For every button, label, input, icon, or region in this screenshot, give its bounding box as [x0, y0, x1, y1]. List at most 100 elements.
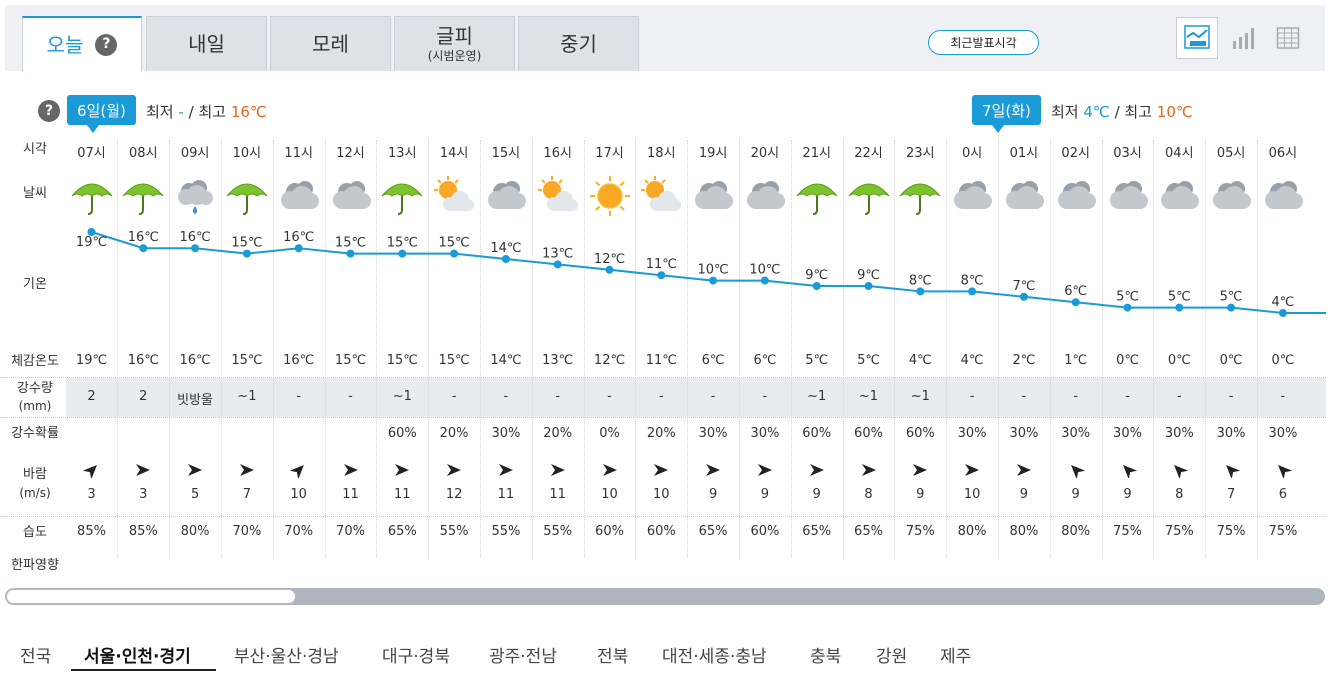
sunny-weather-icon [586, 172, 634, 220]
wind-speed-value: 9 [916, 487, 925, 502]
separator: / [1114, 103, 1120, 121]
row-label-precipitation-unit: (mm) [18, 399, 52, 413]
temperature-label: 11℃ [646, 257, 677, 272]
temperature-label: 10℃ [698, 263, 729, 278]
tab-three-days-sub: (시범운영) [427, 48, 482, 63]
wind-speed-value: 7 [242, 487, 252, 502]
region-tab[interactable]: 대전·세종·충남 [662, 647, 767, 667]
temperature-label: 19℃ [76, 235, 107, 250]
temperature-point [812, 282, 821, 290]
precip-probability-value: 20% [646, 426, 676, 441]
grid-help-icon[interactable]: ? [38, 100, 60, 122]
temperature-point [1278, 309, 1287, 317]
horizontal-scrollbar-thumb[interactable] [6, 589, 296, 604]
precipitation-value: - [296, 389, 302, 404]
column-separator [1153, 140, 1155, 558]
humidity-value: 70% [284, 524, 314, 539]
region-tab[interactable]: 전국 [20, 647, 52, 667]
hour-label: 17시 [595, 146, 624, 161]
precipitation-value: - [607, 389, 612, 404]
region-tab[interactable]: 충북 [810, 647, 842, 667]
precip-probability-value: 30% [1061, 426, 1091, 441]
wind-direction-icon [808, 462, 826, 478]
column-separator [169, 140, 171, 558]
wind-direction-icon [342, 462, 360, 478]
temperature-point [294, 244, 303, 253]
tab-mid-term[interactable]: 중기 [518, 16, 639, 71]
row-label-precipitation: 강수량 [17, 381, 53, 396]
column-separator [790, 140, 792, 558]
sun-cloud-weather-icon [534, 172, 582, 220]
wind-speed-value: 12 [445, 487, 463, 502]
humidity-value: 60% [595, 524, 624, 539]
hour-label: 13시 [388, 146, 417, 161]
row-divider [0, 417, 1326, 418]
temperature-point [760, 276, 769, 285]
temperature-point [450, 249, 459, 258]
hour-label: 11시 [284, 146, 313, 161]
precipitation-value: ~1 [392, 389, 412, 404]
table-icon[interactable] [1267, 17, 1309, 59]
precip-probability-value: 30% [698, 426, 728, 441]
horizontal-scrollbar-track[interactable] [5, 588, 1325, 605]
hour-label: 22시 [854, 146, 883, 161]
feels-like-value: 0℃ [1116, 353, 1139, 368]
precipitation-value: - [1125, 389, 1130, 404]
hour-label: 0시 [961, 146, 983, 161]
hour-label: 10시 [232, 146, 262, 161]
wind-direction-icon [652, 462, 670, 478]
wind-direction-icon [756, 462, 774, 478]
min-temp-label: 최저 [1051, 103, 1079, 121]
wind-direction-icon [497, 462, 515, 478]
precipitation-value: - [762, 389, 768, 404]
row-divider [0, 516, 1326, 517]
tab-day-after[interactable]: 모레 [270, 16, 391, 71]
temperature-label: 5℃ [1116, 290, 1139, 305]
wind-direction-icon [134, 462, 152, 478]
wind-direction-icon [1067, 462, 1085, 480]
tab-tomorrow[interactable]: 내일 [146, 16, 267, 71]
feels-like-value: 6℃ [701, 353, 725, 368]
column-separator [1205, 140, 1207, 558]
latest-release-button[interactable]: 최근발표시각 [928, 30, 1039, 55]
region-tab[interactable]: 강원 [876, 647, 908, 667]
separator: / [188, 103, 194, 121]
help-icon[interactable]: ? [95, 34, 118, 56]
cloudy-weather-icon [689, 172, 737, 220]
line-chart-icon[interactable] [1176, 17, 1218, 59]
wind-speed-value: 11 [342, 487, 359, 502]
region-tab[interactable]: 대구·경북 [382, 647, 450, 667]
hour-label: 09시 [180, 146, 210, 161]
tab-today[interactable]: 오늘 ? [22, 16, 142, 72]
region-tab[interactable]: 광주·전남 [489, 647, 557, 667]
humidity-value: 55% [439, 524, 469, 539]
precip-probability-value: 60% [905, 426, 935, 441]
bar-chart-icon[interactable] [1222, 17, 1264, 59]
column-separator [272, 140, 274, 558]
temperature-label: 15℃ [231, 236, 262, 251]
wind-direction-icon [860, 462, 878, 478]
precipitation-value: - [451, 389, 457, 404]
rain-weather-icon [223, 172, 271, 220]
sun-cloud-weather-icon [637, 172, 685, 220]
region-tab[interactable]: 부산·울산·경남 [234, 647, 339, 667]
region-tab[interactable]: 제주 [940, 647, 972, 667]
row-label-feels-like: 체감온도 [11, 354, 59, 369]
precipitation-value: - [969, 389, 975, 404]
temperature-label: 9℃ [805, 268, 828, 283]
hour-label: 16시 [543, 146, 572, 161]
tab-three-days[interactable]: 글피 (시범운영) [394, 16, 515, 71]
wind-speed-value: 6 [1278, 487, 1288, 502]
humidity-value: 80% [957, 524, 987, 539]
column-separator [376, 140, 378, 558]
hour-label: 01시 [1009, 146, 1039, 161]
min-temp-value: 4℃ [1083, 103, 1110, 121]
wind-direction-icon [82, 462, 101, 480]
precipitation-value: - [348, 389, 353, 404]
precip-probability-value: 20% [439, 426, 469, 441]
precip-probability-value: 30% [1268, 426, 1298, 441]
wind-direction-icon [1015, 462, 1033, 478]
region-tab[interactable]: 서울·인천·경기 [84, 647, 191, 667]
region-tab[interactable]: 전북 [597, 647, 629, 667]
